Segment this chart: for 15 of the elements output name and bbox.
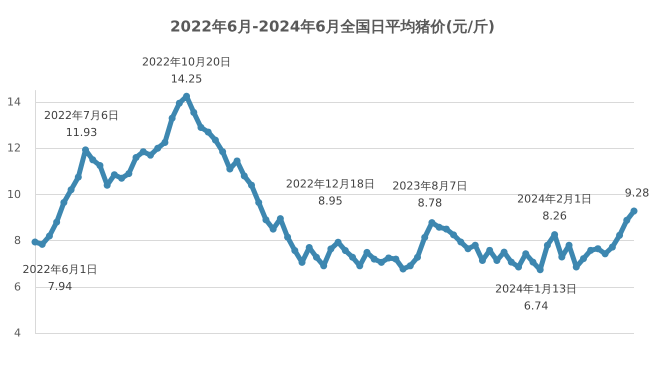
data-label: 2022年6月1日 7.94 xyxy=(22,263,98,294)
y-tick-label: 8 xyxy=(14,234,21,248)
data-label: 9.28 xyxy=(624,186,650,200)
y-tick-label: 4 xyxy=(14,326,21,340)
chart-title: 2022年6月-2024年6月全国日平均猪价(元/斤) xyxy=(170,18,495,36)
data-label: 2022年10月20日 14.25 xyxy=(142,55,232,86)
y-tick-label: 6 xyxy=(14,280,21,294)
y-tick-label: 12 xyxy=(7,142,21,155)
data-label: 2022年7月6日 11.93 xyxy=(44,108,120,139)
data-label: 2024年2月1日 8.26 xyxy=(517,192,592,223)
data-label: 2023年8月7日 8.78 xyxy=(392,180,468,210)
y-tick-label: 10 xyxy=(7,188,21,201)
data-label: 2024年1月13日 6.74 xyxy=(495,282,578,313)
data-label: 2022年12月18日 8.95 xyxy=(286,178,375,208)
y-tick-label: 14 xyxy=(7,96,21,109)
